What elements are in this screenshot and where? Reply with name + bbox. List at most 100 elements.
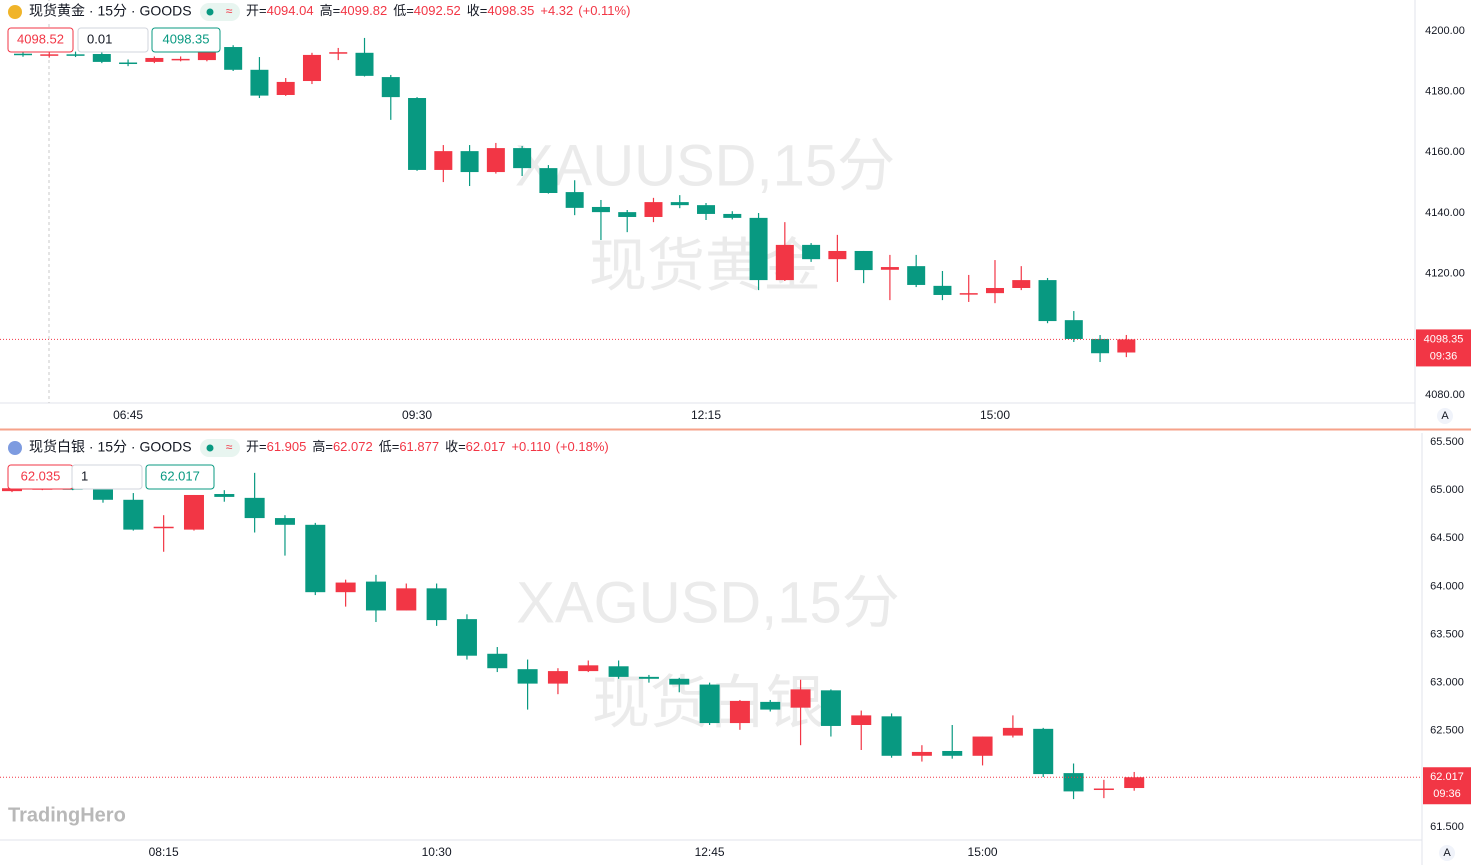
candle-body	[92, 54, 111, 62]
ask-text: 4098.35	[163, 31, 210, 46]
x-tick-label: 09:30	[402, 408, 432, 422]
x-tick-label: 12:15	[691, 408, 721, 422]
candle-body	[608, 666, 629, 677]
candle-body	[355, 52, 374, 76]
candle-body	[1117, 339, 1136, 353]
ohlc-value: 4098.35	[487, 3, 534, 18]
candle-body	[729, 700, 750, 724]
candle-body	[92, 489, 113, 500]
market-status	[200, 439, 240, 457]
change: +0.110	[511, 439, 550, 454]
y-tick-label: 4080.00	[1425, 389, 1465, 401]
candle-body	[591, 206, 610, 213]
candle-body	[396, 588, 417, 611]
candle-body	[669, 678, 690, 685]
auto-scale-button[interactable]	[1437, 408, 1453, 424]
bid-text: 4098.52	[17, 31, 64, 46]
candle-body	[881, 716, 902, 756]
x-tick-label: 06:45	[113, 408, 143, 422]
countdown: 09:36	[1430, 350, 1458, 362]
ohlc-value: 4092.52	[414, 3, 461, 18]
candle-body	[578, 665, 599, 672]
spread-box[interactable]	[71, 464, 143, 490]
symbol-line: 现货白银 · 15分 · GOODS	[29, 439, 192, 455]
status-dot	[206, 444, 214, 452]
candle-body	[381, 77, 400, 98]
ask-box[interactable]	[151, 27, 221, 53]
y-tick-label: 61.500	[1430, 821, 1464, 833]
candle-body	[214, 494, 235, 497]
auto-scale-button[interactable]	[1439, 845, 1455, 861]
spread-box[interactable]	[77, 27, 149, 53]
candle-body	[907, 266, 926, 285]
candle-body	[153, 526, 174, 529]
y-tick-label: 65.500	[1430, 436, 1464, 448]
candle-body	[775, 244, 794, 281]
candle-body	[171, 58, 190, 61]
candle-body	[618, 212, 637, 217]
candle-body	[40, 54, 59, 56]
price-tag	[1423, 767, 1471, 805]
spread-text: 1	[81, 468, 88, 483]
ask-box[interactable]	[145, 464, 215, 490]
candle-body	[426, 588, 447, 621]
candle-body	[828, 250, 847, 260]
candle-body	[365, 581, 386, 611]
candle-body	[517, 669, 538, 684]
candle-body	[820, 690, 841, 726]
bid-text: 62.035	[21, 468, 61, 483]
ohlc-label: 低=	[379, 439, 400, 454]
candle-body	[434, 151, 453, 170]
candle-body	[565, 192, 584, 208]
price-tag-value: 4098.35	[1424, 333, 1464, 345]
bid-box[interactable]	[7, 27, 74, 53]
candle-body	[197, 52, 216, 61]
y-tick-label: 4140.00	[1425, 207, 1465, 219]
candle-body	[1012, 280, 1031, 288]
candle-body	[644, 202, 663, 217]
candle-body	[802, 244, 821, 260]
candle-body	[1063, 773, 1084, 792]
candle-body	[790, 689, 811, 708]
candle-body	[335, 582, 356, 593]
market-status	[200, 3, 240, 21]
candle-body	[854, 250, 873, 271]
ohlc-value: 61.877	[399, 439, 439, 454]
x-tick-label: 12:45	[695, 845, 725, 859]
candle-body	[1093, 788, 1114, 791]
x-tick-label: 15:00	[980, 408, 1010, 422]
status-icon: ≈	[226, 4, 233, 18]
candle-body	[305, 524, 326, 593]
candle-body	[62, 488, 83, 490]
y-tick-label: 4200.00	[1425, 25, 1465, 37]
candle-body	[985, 287, 1004, 294]
candle-body	[699, 684, 720, 724]
candle-body	[1124, 777, 1145, 789]
candle-body	[2, 488, 22, 492]
candle-body	[486, 148, 505, 173]
x-tick-label: 15:00	[968, 845, 998, 859]
ohlc-legend: 开=61.905 高=62.072 低=61.877 收=62.017 +0.110 (+…	[246, 439, 609, 454]
x-tick-label: 08:15	[149, 845, 179, 859]
candle-body	[145, 57, 164, 62]
watermark: XAGUSD,15分	[516, 570, 900, 635]
candle-body	[959, 293, 978, 295]
status-dot	[206, 8, 214, 16]
candle-body	[1033, 728, 1054, 775]
price-tag-value: 62.017	[1430, 771, 1464, 783]
y-tick-label: 4180.00	[1425, 86, 1465, 98]
candle-body	[513, 148, 532, 169]
header-bg	[0, 437, 640, 459]
candle-body	[302, 54, 321, 82]
candle-body	[460, 151, 479, 173]
candle-body	[539, 168, 558, 194]
status-icon: ≈	[226, 440, 233, 454]
countdown: 09:36	[1433, 788, 1461, 800]
ohlc-label: 开=	[246, 439, 267, 454]
ohlc-label: 开=	[246, 3, 267, 18]
candle-body	[244, 497, 265, 519]
candle-body	[851, 715, 872, 725]
candle-body	[749, 217, 768, 281]
candle-body	[1038, 280, 1057, 322]
